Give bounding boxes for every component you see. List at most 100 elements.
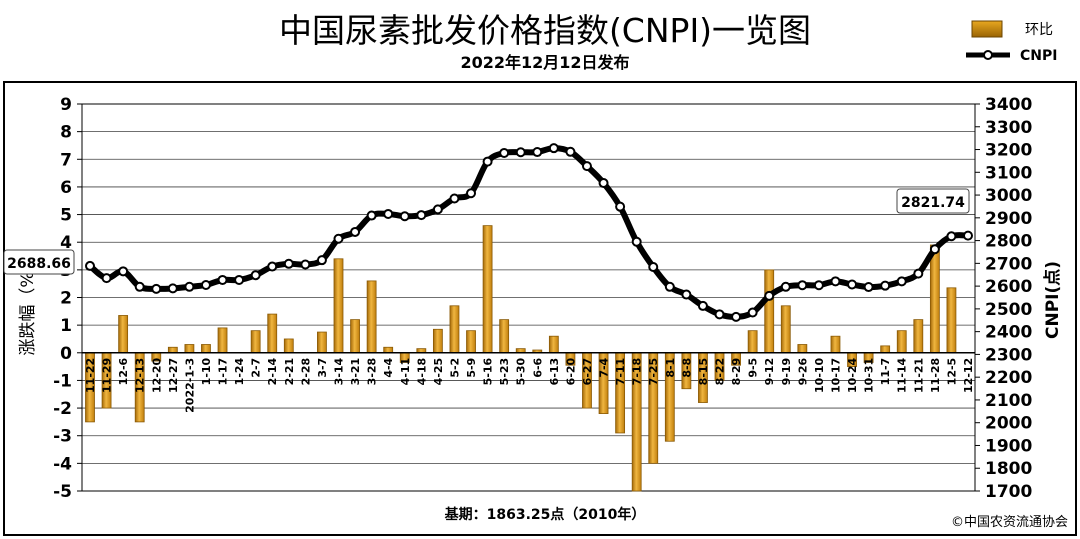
x-tick-label: 8-8	[680, 358, 693, 378]
cnpi-point	[896, 276, 907, 287]
end-callout-text: 2821.74	[901, 195, 965, 211]
x-tick-label: 5-9	[465, 358, 478, 378]
x-tick-label: 6-6	[531, 357, 544, 377]
x-tick-label: 12-6	[117, 357, 130, 385]
cnpi-point	[134, 281, 145, 292]
right-tick-label: 2400	[985, 323, 1032, 343]
right-tick-label: 3400	[985, 95, 1032, 115]
x-tick-label: 3-7	[316, 358, 329, 378]
cnpi-point	[830, 276, 841, 287]
x-tick-label: 12-13	[134, 358, 147, 393]
cnpi-point	[333, 233, 344, 244]
x-tick-label: 6-13	[548, 358, 561, 386]
change-bar	[830, 335, 841, 354]
right-axis-title: CNPI(点)	[1042, 261, 1063, 339]
cnpi-point	[664, 281, 675, 292]
cnpi-point	[913, 268, 924, 279]
x-tick-label: 2022-1-3	[183, 358, 196, 413]
cnpi-point	[532, 147, 543, 158]
right-tick-label: 2700	[985, 254, 1032, 274]
right-tick-label: 2500	[985, 300, 1032, 320]
end-value-callout: 2821.74	[896, 188, 970, 214]
x-tick-label: 2-14	[266, 357, 279, 385]
cnpi-point	[85, 260, 95, 271]
base-period-note: 基期：1863.25点（2010年）	[445, 506, 646, 523]
change-bar	[333, 258, 344, 354]
cnpi-line	[85, 143, 973, 322]
cnpi-point	[449, 193, 460, 204]
x-tick-label: 2-7	[250, 358, 263, 378]
left-tick-label: 7	[60, 150, 72, 170]
left-tick-label: 1	[60, 316, 72, 336]
change-bar	[929, 244, 940, 354]
left-tick-label: 4	[60, 233, 72, 253]
end-callout-box	[896, 188, 970, 214]
change-bar	[118, 315, 129, 354]
x-tick-label: 9-12	[763, 358, 776, 386]
change-bar	[283, 338, 294, 354]
cnpi-point	[548, 143, 559, 154]
x-tick-label: 9-19	[780, 358, 793, 386]
x-tick-label: 7-11	[614, 358, 627, 386]
cnpi-point	[250, 270, 261, 281]
cnpi-point	[316, 255, 327, 266]
cnpi-point	[167, 283, 178, 294]
left-tick-label: 8	[60, 123, 72, 143]
x-tick-label: 3-14	[332, 357, 345, 385]
left-tick-label: 0	[60, 344, 72, 364]
cnpi-point	[416, 210, 427, 221]
change-bar	[366, 280, 377, 354]
x-tick-label: 7-25	[647, 358, 660, 386]
x-tick-label: 7-4	[598, 357, 611, 377]
x-tick-label: 1-24	[233, 357, 246, 385]
legend-bar-label: 环比	[1025, 22, 1053, 38]
cnpi-point	[929, 244, 940, 255]
cnpi-point	[283, 258, 294, 269]
cnpi-point	[714, 309, 725, 320]
left-tick-label: 9	[60, 95, 72, 115]
change-bar	[482, 225, 493, 354]
cnpi-point	[466, 188, 477, 199]
x-tick-label: 2-21	[283, 358, 296, 386]
left-tick-label: -2	[53, 399, 72, 419]
left-tick-label: -3	[53, 427, 72, 447]
x-tick-label: 8-15	[697, 358, 710, 386]
cnpi-point	[151, 283, 162, 294]
right-tick-label: 2800	[985, 232, 1032, 252]
cnpi-point	[366, 210, 377, 221]
x-tick-label: 8-22	[714, 358, 727, 386]
cnpi-point	[863, 282, 874, 293]
left-axis: -5-4-3-2-10123456789	[53, 95, 82, 502]
left-tick-label: -1	[53, 371, 72, 391]
cnpi-point	[565, 146, 576, 157]
cnpi-point	[681, 289, 692, 300]
cnpi-point	[797, 280, 808, 291]
change-bar	[896, 330, 907, 354]
x-tick-label: 11-21	[912, 358, 925, 393]
left-tick-label: 6	[60, 178, 72, 198]
left-tick-label: 2	[60, 289, 72, 309]
change-bar	[267, 313, 278, 354]
change-bar	[946, 287, 957, 354]
cnpi-point	[217, 274, 228, 285]
cnpi-point	[615, 201, 626, 212]
cnpi-point	[731, 311, 742, 322]
change-bar	[764, 269, 775, 354]
start-value-callout: 2688.66	[3, 249, 75, 275]
x-tick-label: 7-18	[631, 358, 644, 386]
cnpi-point	[515, 147, 526, 158]
change-bar	[449, 305, 460, 354]
change-bar	[913, 319, 924, 354]
right-tick-label: 1900	[985, 436, 1032, 456]
change-bar	[432, 328, 443, 354]
x-tick-label: 10-31	[863, 358, 876, 393]
cnpi-point	[118, 266, 129, 277]
x-axis-labels: 11-22 11-29 12-6 12-13 12-20 12-27 2022-1-3 1-1…	[84, 357, 975, 412]
legend-bar-swatch	[971, 20, 1003, 38]
change-bar	[780, 305, 791, 354]
x-tick-label: 10-17	[829, 358, 842, 393]
chart-title: 中国尿素批发价格指数(CNPI)一览图	[279, 11, 811, 50]
cnpi-point	[499, 147, 510, 158]
x-tick-label: 9-26	[796, 357, 809, 385]
x-tick-label: 6-27	[581, 358, 594, 386]
